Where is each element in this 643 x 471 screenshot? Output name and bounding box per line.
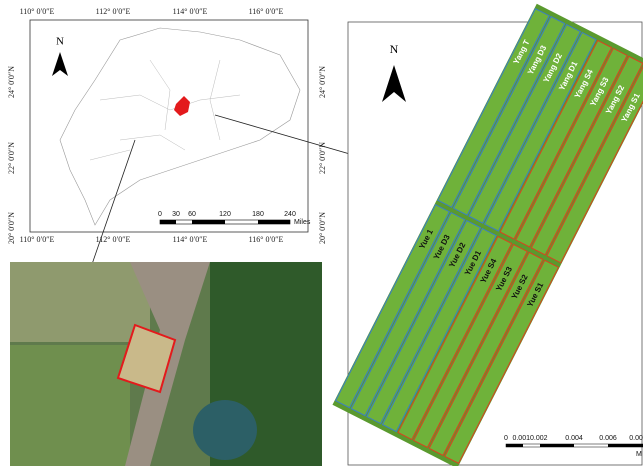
longitude-label: 116° 0′0″E xyxy=(249,7,284,16)
scale-label: 180 xyxy=(252,211,264,218)
figure: N 03060120180240Miles N Yang TYang D3Yan… xyxy=(0,0,643,466)
scale-label: 0 xyxy=(158,211,162,218)
scale-label: 0 xyxy=(504,435,508,442)
latitude-label: 24° 0′0″N xyxy=(318,66,327,98)
scale-label: 30 xyxy=(172,211,180,218)
longitude-label: 114° 0′0″E xyxy=(173,235,208,244)
scale-label: 0.004 xyxy=(565,435,583,442)
latitude-label: 22° 0′0″N xyxy=(318,142,327,174)
latitude-label: 20° 0′0″N xyxy=(318,212,327,244)
scale-label: 0.0010.002 xyxy=(512,435,547,442)
scale-bar-segment xyxy=(192,220,225,224)
scale-label: 120 xyxy=(219,211,231,218)
latitude-label: 22° 0′0″N xyxy=(7,142,16,174)
field-patch xyxy=(10,262,150,342)
scale-bar-segment xyxy=(540,444,574,447)
scale-label: 0.006 xyxy=(599,435,617,442)
north-label: N xyxy=(390,42,399,56)
scale-bar-segment xyxy=(608,444,643,447)
longitude-label: 110° 0′0″E xyxy=(20,235,55,244)
scale-bar-segment xyxy=(506,444,523,447)
scale-bar-segment xyxy=(160,220,176,224)
scale-label: 240 xyxy=(284,211,296,218)
scale-label: 0.008 xyxy=(629,435,643,442)
satellite-image xyxy=(10,262,322,466)
longitude-label: 114° 0′0″E xyxy=(173,7,208,16)
scale-unit: M xyxy=(636,451,642,458)
longitude-label: 110° 0′0″E xyxy=(20,7,55,16)
latitude-label: 20° 0′0″N xyxy=(7,212,16,244)
longitude-label: 116° 0′0″E xyxy=(249,235,284,244)
pond xyxy=(193,400,257,460)
scale-unit: Miles xyxy=(294,219,311,226)
latitude-label: 24° 0′0″N xyxy=(7,66,16,98)
north-label: N xyxy=(56,36,64,48)
longitude-label: 112° 0′0″E xyxy=(96,7,131,16)
scale-label: 60 xyxy=(188,211,196,218)
scale-bar-segment xyxy=(258,220,290,224)
longitude-label: 112° 0′0″E xyxy=(96,235,131,244)
page: {"map_inset": { "top_lon_labels": ["110°… xyxy=(0,0,643,466)
field-patch xyxy=(10,345,130,466)
